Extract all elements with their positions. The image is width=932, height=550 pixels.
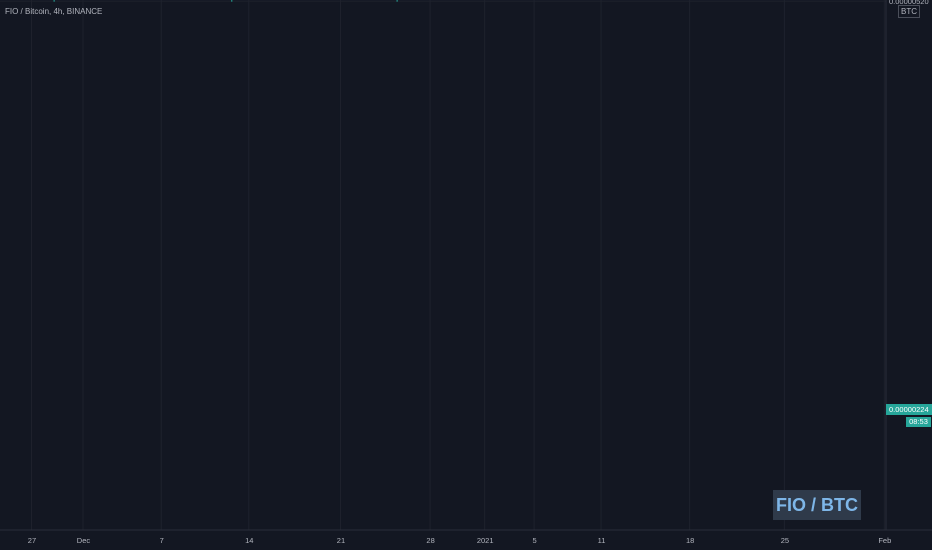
symbol-watermark: FIO / BTC [773, 490, 861, 520]
x-tick-label: Dec [77, 536, 91, 545]
x-tick-label: 2021 [477, 536, 494, 545]
chart-title: FIO / Bitcoin, 4h, BINANCE [5, 7, 103, 16]
x-tick-label: 11 [598, 536, 606, 545]
x-tick-label: 28 [426, 536, 434, 545]
x-tick-label: Feb [878, 536, 891, 545]
grid-lines [0, 0, 886, 530]
candle-timer-badge: 08:53 [906, 417, 931, 427]
current-price-badge: 0.00000224 [886, 404, 932, 415]
x-tick-label: 21 [337, 536, 345, 545]
x-tick-label: 5 [533, 536, 537, 545]
time-axis-panel [0, 530, 932, 550]
x-tick-label: 7 [160, 536, 164, 545]
x-tick-label: 27 [28, 536, 36, 545]
x-tick-label: 25 [781, 536, 789, 545]
x-tick-label: 18 [686, 536, 694, 545]
x-tick-label: 14 [245, 536, 253, 545]
price-axis-panel [886, 0, 932, 550]
y-tick-label: 0.00000520 [889, 0, 929, 6]
currency-badge: BTC [898, 5, 920, 18]
